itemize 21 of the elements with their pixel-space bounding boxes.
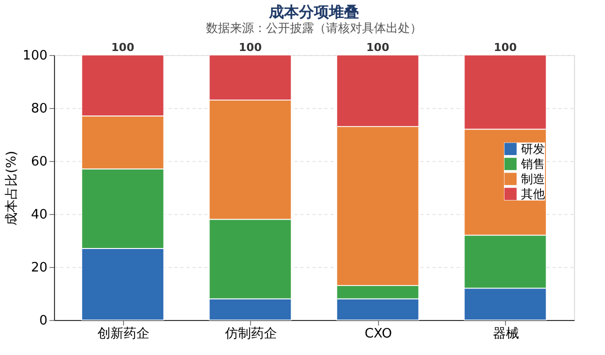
- y-tick-label: 0: [39, 314, 48, 328]
- total-label: 100: [494, 41, 518, 54]
- total-label: 100: [238, 41, 262, 54]
- y-axis-title: 成本占比(%): [4, 150, 20, 226]
- legend-label: 销售: [520, 156, 545, 171]
- y-tick-label: 80: [30, 102, 48, 116]
- y-tick-label: 20: [30, 260, 48, 276]
- legend-label: 其他: [521, 186, 545, 201]
- x-tick-label: 器械: [492, 326, 519, 342]
- total-label: 100: [111, 41, 135, 54]
- x-tick-label: 仿制药企: [224, 326, 277, 342]
- x-tick-label: CXO: [364, 326, 392, 342]
- chart-subtitle: 数据来源：公开披露（请核对具体出处）: [206, 21, 422, 35]
- chart-title: 成本分项堆叠: [268, 3, 359, 21]
- y-tick-label: 100: [22, 48, 48, 64]
- total-label: 100: [366, 41, 390, 54]
- y-tick-label: 60: [30, 154, 48, 170]
- legend-label: 制造: [521, 172, 545, 186]
- x-tick-label: 创新药企: [97, 326, 150, 342]
- y-tick-label: 40: [30, 208, 48, 222]
- legend-label: 研发: [521, 142, 545, 156]
